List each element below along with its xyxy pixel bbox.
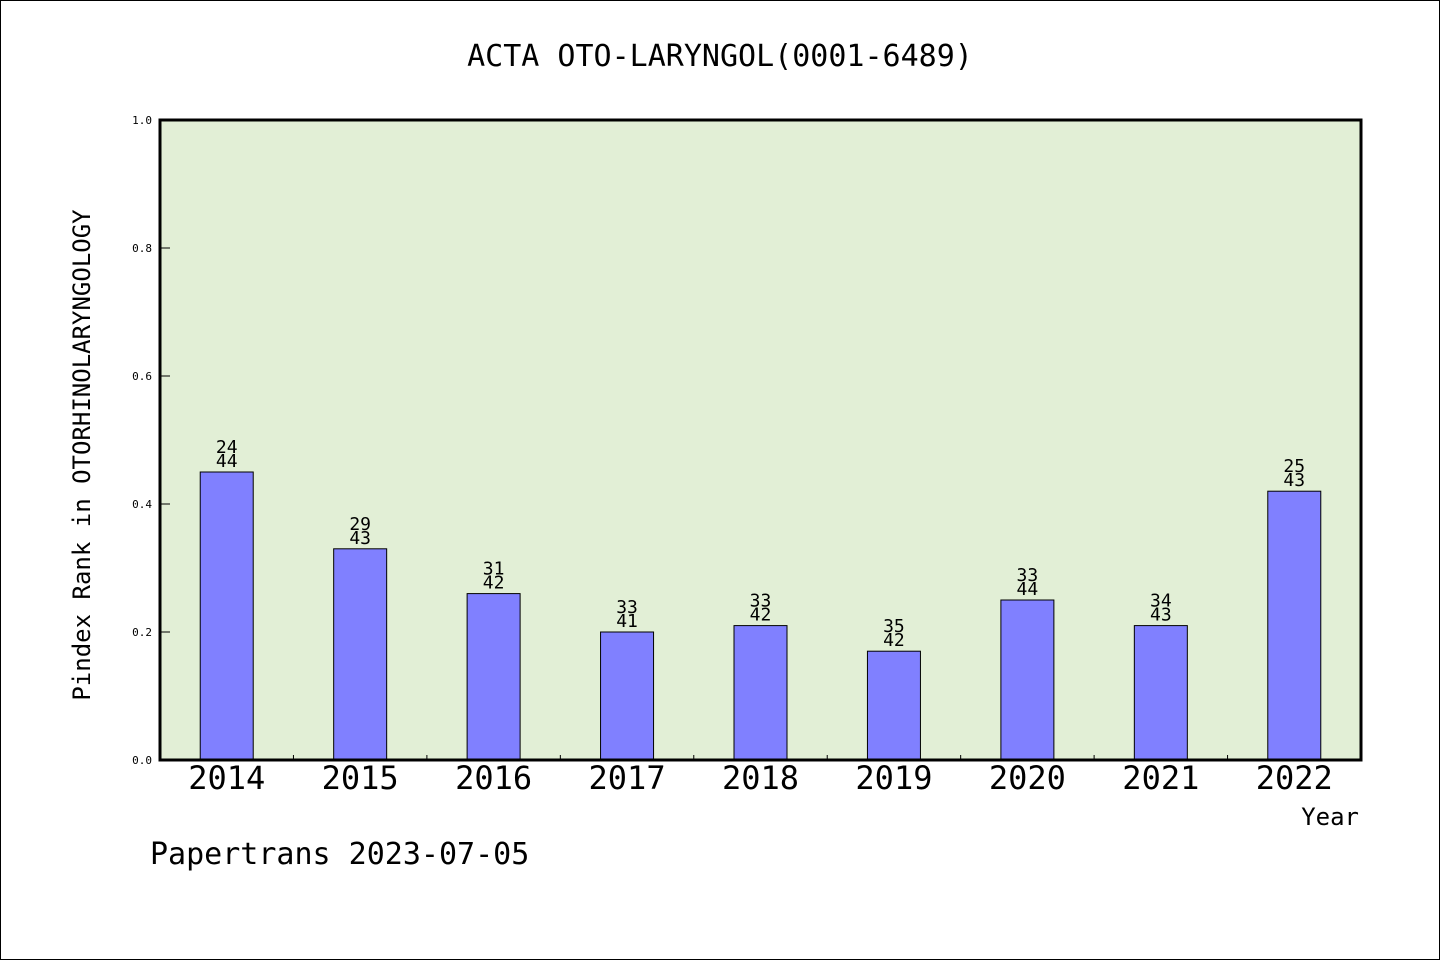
plot-border (158, 118, 1363, 762)
rank-label-2021: 34 (1150, 591, 1172, 612)
y-tick-label-0.0: 0.0 (132, 754, 152, 767)
y-tick-label-1.0: 1.0 (132, 114, 152, 127)
total-label-2018: 42 (750, 605, 772, 626)
y-tick-label-0.2: 0.2 (132, 626, 152, 639)
x-tick-label-2015: 2015 (322, 759, 399, 797)
rank-label-2014: 24 (216, 437, 238, 458)
bar-2019 (866, 650, 921, 761)
x-tick-label-2020: 2020 (989, 759, 1066, 797)
rank-label-2020: 33 (1017, 565, 1039, 586)
bar-2021 (1133, 625, 1188, 761)
rank-label-2022: 25 (1283, 456, 1305, 477)
x-tick-label-2019: 2019 (855, 759, 932, 797)
x-tick-label-2017: 2017 (589, 759, 666, 797)
x-tick-label-2016: 2016 (455, 759, 532, 797)
bar-2018 (733, 625, 788, 761)
bar-2017 (600, 631, 655, 761)
footer-text: Papertrans 2023-07-05 (150, 837, 529, 872)
bar-2015 (333, 548, 388, 761)
bar-2022 (1267, 490, 1322, 761)
total-label-2015: 43 (349, 528, 371, 549)
x-tick-label-2014: 2014 (188, 759, 265, 797)
rank-label-2017: 33 (616, 597, 638, 618)
y-tick-label-0.4: 0.4 (132, 498, 152, 511)
total-label-2021: 43 (1150, 605, 1172, 626)
y-tick-label-0.8: 0.8 (132, 242, 152, 255)
total-label-2016: 42 (483, 573, 505, 594)
total-label-2022: 43 (1283, 470, 1305, 491)
rank-label-2018: 33 (750, 591, 772, 612)
bar-2014 (199, 471, 254, 761)
total-label-2020: 44 (1017, 579, 1039, 600)
x-tick-label-2018: 2018 (722, 759, 799, 797)
y-tick-label-0.6: 0.6 (132, 370, 152, 383)
bars-group (199, 471, 1322, 761)
y-axis: 0.0 0.2 0.4 0.6 0.8 1.0 (132, 114, 170, 767)
x-axis-label: Year (1301, 803, 1359, 831)
rank-label-2016: 31 (483, 559, 505, 580)
y-axis-label: Pindex Rank in OTORHINOLARYNGOLOGY (68, 209, 96, 701)
rank-label-2019: 35 (883, 616, 905, 637)
x-tick-label-2021: 2021 (1122, 759, 1199, 797)
bar-2016 (466, 593, 521, 761)
x-axis: 2014 2015 2016 2017 2018 2019 2020 2021 2022 (188, 755, 1333, 797)
bar-2020 (1000, 599, 1055, 761)
chart-title: ACTA OTO-LARYNGOL(0001-6489) (467, 39, 973, 74)
x-tick-label-2022: 2022 (1256, 759, 1333, 797)
total-label-2017: 41 (616, 611, 638, 632)
rank-label-2015: 29 (349, 514, 371, 535)
total-label-2014: 44 (216, 451, 238, 472)
total-label-2019: 42 (883, 630, 905, 651)
